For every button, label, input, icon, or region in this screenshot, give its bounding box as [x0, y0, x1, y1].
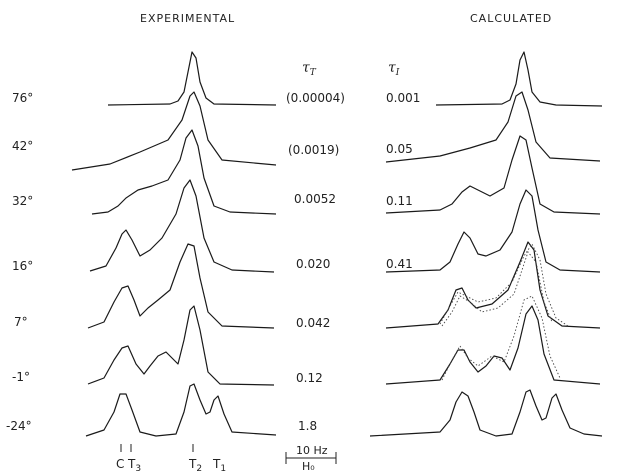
tau-t-value: 1.8	[298, 419, 317, 433]
spectrum-trace	[385, 189, 601, 273]
temperature-label: 16°	[12, 259, 33, 273]
peak-label: T2	[188, 457, 202, 474]
spectrum-trace	[91, 129, 277, 215]
tau-i-value: 0.41	[386, 257, 413, 271]
spectrum-trace	[369, 389, 603, 437]
experimental-heading: EXPERIMENTAL	[140, 12, 235, 25]
tau-i-value: 0.11	[386, 194, 413, 208]
spectrum-trace	[385, 305, 601, 385]
tau-t-value: (0.0019)	[288, 143, 339, 157]
peak-label: T1	[212, 457, 226, 474]
experimental-traces	[71, 51, 277, 437]
spectrum-trace-dotted	[441, 251, 553, 327]
spectrum-trace	[385, 91, 601, 163]
spectrum-trace	[87, 243, 275, 329]
temperature-label: 76°	[12, 91, 33, 105]
spectrum-trace	[385, 135, 601, 215]
temperature-label: -24°	[6, 419, 32, 433]
calculated-traces	[369, 51, 603, 437]
tau-i-header: τI	[388, 60, 400, 78]
scale-bar: 10 Hz H₀	[285, 444, 337, 473]
tau-i-symbol: τ	[388, 60, 396, 76]
tau-t-value: 0.0052	[294, 192, 336, 206]
spectrum-trace	[385, 241, 601, 329]
row-labels: 76° 42° 32° 16° 7° -1° -24° (0.00004) (0…	[6, 91, 420, 433]
tau-t-header: τT	[302, 60, 317, 78]
scale-bar-label: 10 Hz	[296, 444, 328, 457]
peak-label: T3	[127, 457, 141, 474]
tau-t-value: 0.020	[296, 257, 330, 271]
temperature-label: 32°	[12, 194, 33, 208]
temperature-label: 7°	[14, 315, 28, 329]
tau-t-value: 0.042	[296, 316, 330, 330]
tau-i-value: 0.05	[386, 142, 413, 156]
spectrum-trace	[71, 91, 277, 171]
spectrum-trace	[87, 305, 275, 386]
tau-i-subscript: I	[395, 68, 400, 78]
tau-i-value: 0.001	[386, 91, 420, 105]
peak-label: C	[116, 457, 124, 471]
spectrum-trace	[85, 383, 277, 437]
spectrum-trace	[107, 51, 277, 106]
spectrum-trace	[435, 51, 603, 107]
tau-t-subscript: T	[310, 68, 317, 78]
temperature-label: -1°	[12, 370, 30, 384]
tau-t-value: 0.12	[296, 371, 323, 385]
temperature-label: 42°	[12, 139, 33, 153]
tau-t-symbol: τ	[302, 60, 310, 76]
peak-markers: C T3 T2 T1	[116, 444, 226, 474]
field-label: H₀	[302, 460, 315, 473]
spectrum-trace-dotted	[441, 295, 561, 381]
tau-t-value: (0.00004)	[286, 91, 345, 105]
calculated-heading: CALCULATED	[470, 12, 552, 25]
spectrum-trace	[89, 179, 275, 273]
